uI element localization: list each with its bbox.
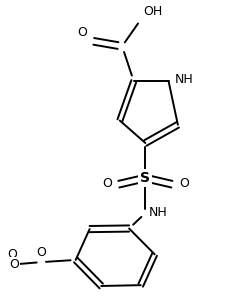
Text: NH: NH bbox=[149, 206, 168, 219]
Text: S: S bbox=[140, 171, 150, 185]
Text: NH: NH bbox=[174, 74, 193, 86]
Text: O: O bbox=[7, 248, 17, 261]
Text: NH: NH bbox=[149, 206, 168, 219]
Text: O: O bbox=[78, 26, 87, 39]
Text: O: O bbox=[36, 246, 46, 259]
Text: OH: OH bbox=[143, 5, 162, 18]
Text: O: O bbox=[102, 177, 112, 190]
Text: O: O bbox=[9, 258, 19, 271]
Text: O: O bbox=[179, 177, 189, 190]
